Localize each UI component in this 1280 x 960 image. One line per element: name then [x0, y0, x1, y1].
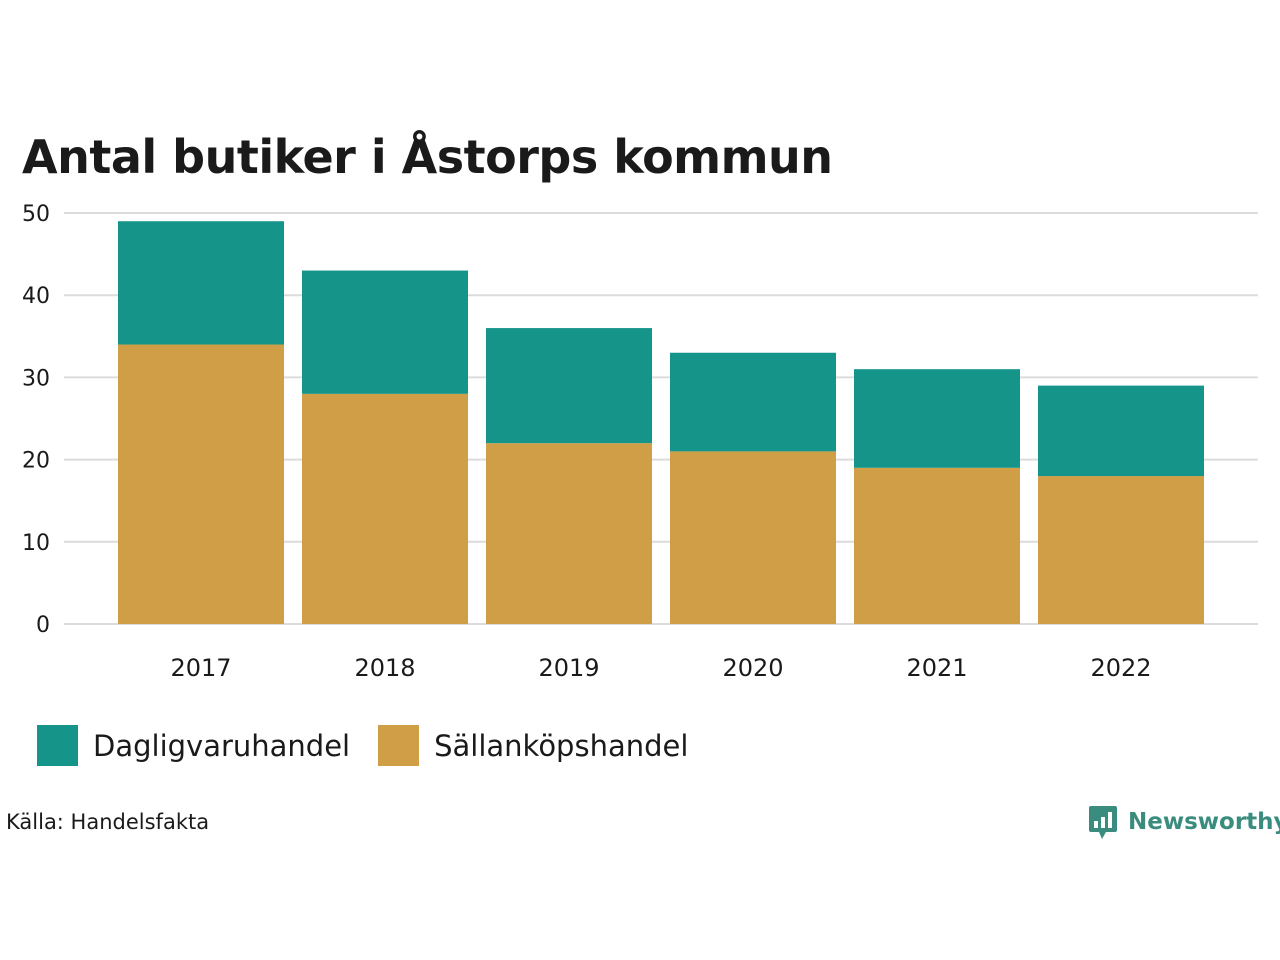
y-tick-label: 40 [22, 284, 50, 309]
x-tick-label-2018: 2018 [354, 654, 415, 682]
x-tick-label-2022: 2022 [1090, 654, 1151, 682]
bars [118, 221, 1204, 624]
legend-swatch-sallankopshandel [378, 725, 420, 766]
y-tick-label: 0 [36, 613, 50, 638]
legend-item-dagligvaruhandel: Dagligvaruhandel [37, 725, 350, 766]
bar-sallankopshandel-2020 [670, 451, 836, 624]
source-note: Källa: Handelsfakta [6, 810, 210, 834]
y-tick-label: 20 [22, 449, 50, 474]
legend: Dagligvaruhandel Sällanköpshandel [37, 725, 716, 766]
legend-label-sallankopshandel: Sällanköpshandel [434, 728, 689, 763]
bar-sallankopshandel-2018 [302, 393, 468, 624]
bar-dagligvaruhandel-2020 [670, 352, 836, 452]
legend-label-dagligvaruhandel: Dagligvaruhandel [93, 728, 351, 763]
bar-sallankopshandel-2021 [854, 467, 1020, 624]
bar-sallankopshandel-2019 [486, 443, 652, 624]
x-tick-label-2017: 2017 [170, 654, 231, 682]
bar-dagligvaruhandel-2017 [118, 221, 284, 345]
bar-dagligvaruhandel-2022 [1038, 385, 1204, 477]
chart-title: Antal butiker i Åstorps kommun [22, 130, 833, 184]
y-tick-label: 50 [22, 202, 50, 227]
newsworthy-logo: Newsworthy [1088, 804, 1280, 840]
legend-item-sallankopshandel: Sällanköpshandel [378, 725, 688, 766]
bar-sallankopshandel-2022 [1038, 476, 1204, 624]
bar-chart-speech-bubble-icon [1089, 806, 1117, 839]
y-axis-ticks: 0 10 20 30 40 50 [22, 202, 50, 638]
x-tick-label-2021: 2021 [906, 654, 967, 682]
legend-swatch-dagligvaruhandel [37, 725, 78, 766]
x-axis-ticks: 2017 2018 2019 2020 2021 2022 [170, 654, 1151, 682]
y-tick-label: 30 [22, 366, 50, 391]
x-tick-label-2020: 2020 [722, 654, 783, 682]
bar-dagligvaruhandel-2018 [302, 270, 468, 394]
logo-label: Newsworthy [1128, 809, 1280, 835]
bar-dagligvaruhandel-2021 [854, 369, 1020, 468]
bar-sallankopshandel-2017 [118, 344, 284, 624]
x-tick-label-2019: 2019 [538, 654, 599, 682]
y-tick-label: 10 [22, 531, 50, 556]
bar-dagligvaruhandel-2019 [486, 328, 652, 444]
